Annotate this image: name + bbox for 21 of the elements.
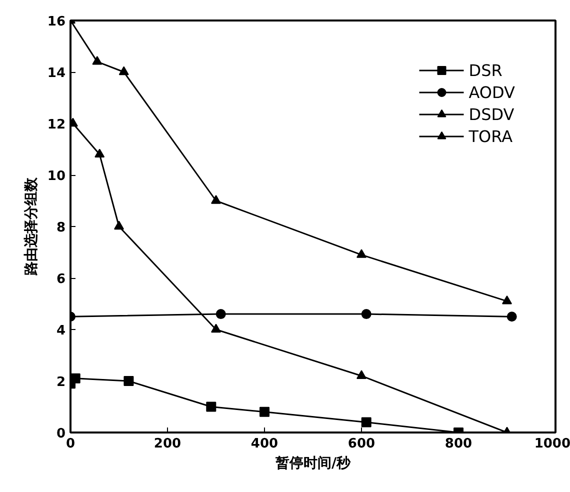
x-tick-label: 0 [66,436,76,452]
y-tick-label: 8 [56,220,66,236]
y-tick-label: 14 [47,66,66,81]
y-tick-label: 2 [56,375,66,390]
x-tick-label: 400 [250,436,278,452]
y-tick-label: 6 [56,272,66,287]
y-axis-title: 路由选择分组数 [23,176,40,276]
legend-label: DSDV [468,104,514,124]
x-tick-label: 200 [154,436,182,452]
legend-label: DSR [468,60,502,80]
y-tick-label: 10 [47,169,66,184]
legend-label: TORA [468,126,513,146]
x-tick-label: 800 [444,436,472,452]
x-tick-label: 600 [348,436,376,452]
y-tick-label: 16 [47,14,66,30]
legend-label: AODV [468,82,515,102]
y-tick-label: 12 [47,118,66,132]
x-tick-label: 1000 [534,436,570,452]
y-tick-label: 0 [56,426,66,442]
y-tick-label: 4 [56,324,66,338]
x-axis-title: 暂停时间/秒 [274,456,352,472]
